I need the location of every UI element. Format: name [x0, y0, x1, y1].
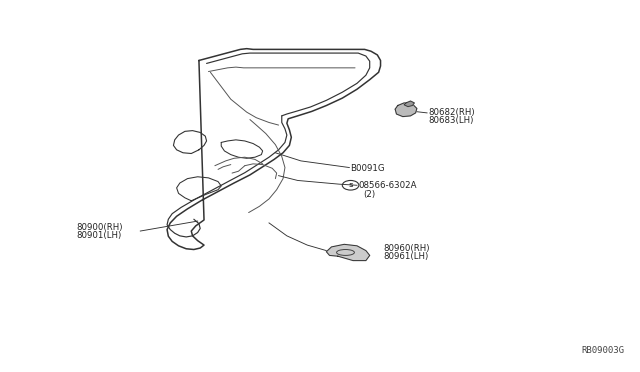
Text: 80961(LH): 80961(LH): [384, 252, 429, 262]
Text: RB09003G: RB09003G: [582, 346, 625, 355]
Text: 80901(LH): 80901(LH): [77, 231, 122, 240]
Polygon shape: [326, 244, 370, 260]
Text: 80682(RH): 80682(RH): [428, 108, 475, 117]
Text: 80960(RH): 80960(RH): [384, 244, 430, 253]
Text: B0091G: B0091G: [351, 164, 385, 173]
Text: (2): (2): [364, 190, 376, 199]
Polygon shape: [404, 101, 414, 107]
Text: S: S: [348, 183, 353, 188]
Text: 80683(LH): 80683(LH): [428, 116, 474, 125]
Polygon shape: [395, 103, 417, 116]
Text: 80900(RH): 80900(RH): [77, 223, 123, 232]
Text: 08566-6302A: 08566-6302A: [358, 182, 417, 190]
